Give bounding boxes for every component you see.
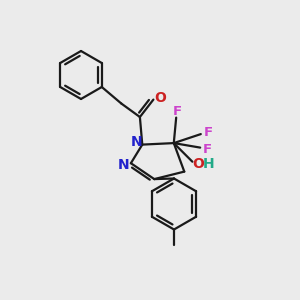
Text: O: O (192, 157, 204, 171)
Text: O: O (154, 91, 166, 105)
Text: F: F (203, 142, 212, 156)
Text: H: H (203, 157, 215, 171)
Text: F: F (173, 105, 182, 118)
Text: F: F (204, 126, 213, 139)
Text: N: N (118, 158, 129, 172)
Text: N: N (131, 135, 143, 149)
